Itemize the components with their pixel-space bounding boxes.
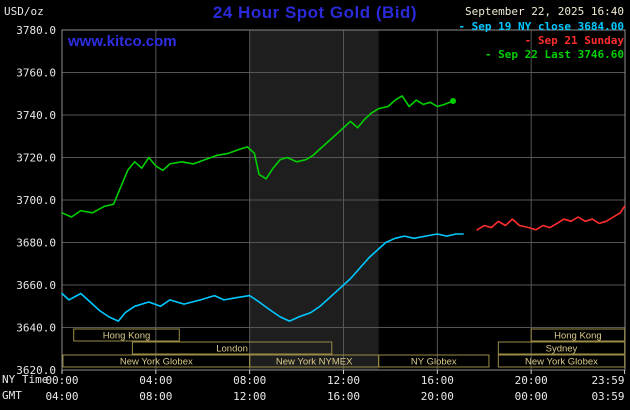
session-label: New York Globex [525, 357, 598, 368]
x-tick-label-gmt: 00:00 [515, 390, 548, 403]
y-tick-label: 3620.0 [16, 364, 56, 377]
y-tick-label: 3700.0 [16, 194, 56, 207]
y-tick-label: 3680.0 [16, 237, 56, 250]
session-label: London [216, 344, 248, 355]
session-label: Hong Kong [554, 331, 602, 342]
session-box [497, 354, 626, 368]
session-box [497, 341, 626, 355]
x-tick-label-gmt: 20:00 [421, 390, 454, 403]
session-box [378, 354, 490, 368]
x-tick-label-gmt: 08:00 [139, 390, 172, 403]
x-tick-label-ny: 20:00 [515, 374, 548, 387]
gmt-axis-label: GMT [2, 389, 22, 402]
last-price-dot [450, 97, 457, 104]
y-tick-label: 3780.0 [16, 24, 56, 37]
y-tick-label: 3760.0 [16, 67, 56, 80]
kitco-watermark-link[interactable]: www.kitco.com [68, 33, 177, 50]
legend-item: - Sep 21 Sunday [524, 34, 624, 47]
session-label: Sydney [546, 344, 578, 355]
x-tick-label-ny: 08:00 [233, 374, 266, 387]
series-line-1 [476, 205, 626, 231]
session-label: NY Globex [411, 357, 457, 368]
legend-item: - Sep 22 Last 3746.60 [484, 48, 624, 61]
ny-time-axis-label: NY Time [2, 373, 49, 386]
x-tick-label-gmt: 16:00 [327, 390, 360, 403]
y-tick-label: 3720.0 [16, 152, 56, 165]
y-tick-label: 3740.0 [16, 109, 56, 122]
x-tick-label-ny: 04:00 [139, 374, 172, 387]
datetime-label: September 22, 2025 16:40 [465, 5, 624, 18]
x-tick-label-ny: 12:00 [327, 374, 360, 387]
x-tick-label-ny: 16:00 [421, 374, 454, 387]
y-axis-units-label: USD/oz [4, 5, 44, 18]
x-tick-label-gmt: 03:59 [591, 390, 624, 403]
legend: - Sep 19 NY close 3684.00- Sep 21 Sunday… [458, 20, 624, 62]
session-box [131, 341, 333, 355]
x-tick-label-gmt: 04:00 [45, 390, 78, 403]
x-tick-label-ny: 23:59 [591, 374, 624, 387]
session-label: New York Globex [120, 357, 193, 368]
session-label: New York NYMEX [276, 357, 353, 368]
y-tick-label: 3660.0 [16, 279, 56, 292]
chart-title: 24 Hour Spot Gold (Bid) [212, 3, 418, 22]
x-tick-label-ny: 00:00 [45, 374, 78, 387]
series-line-0 [61, 233, 464, 322]
x-tick-label-gmt: 12:00 [233, 390, 266, 403]
session-label: Hong Kong [103, 331, 151, 342]
y-tick-label: 3640.0 [16, 322, 56, 335]
session-box [530, 328, 626, 342]
session-box [73, 328, 180, 342]
series-line-2 [61, 95, 454, 218]
legend-item: - Sep 19 NY close 3684.00 [458, 20, 624, 33]
